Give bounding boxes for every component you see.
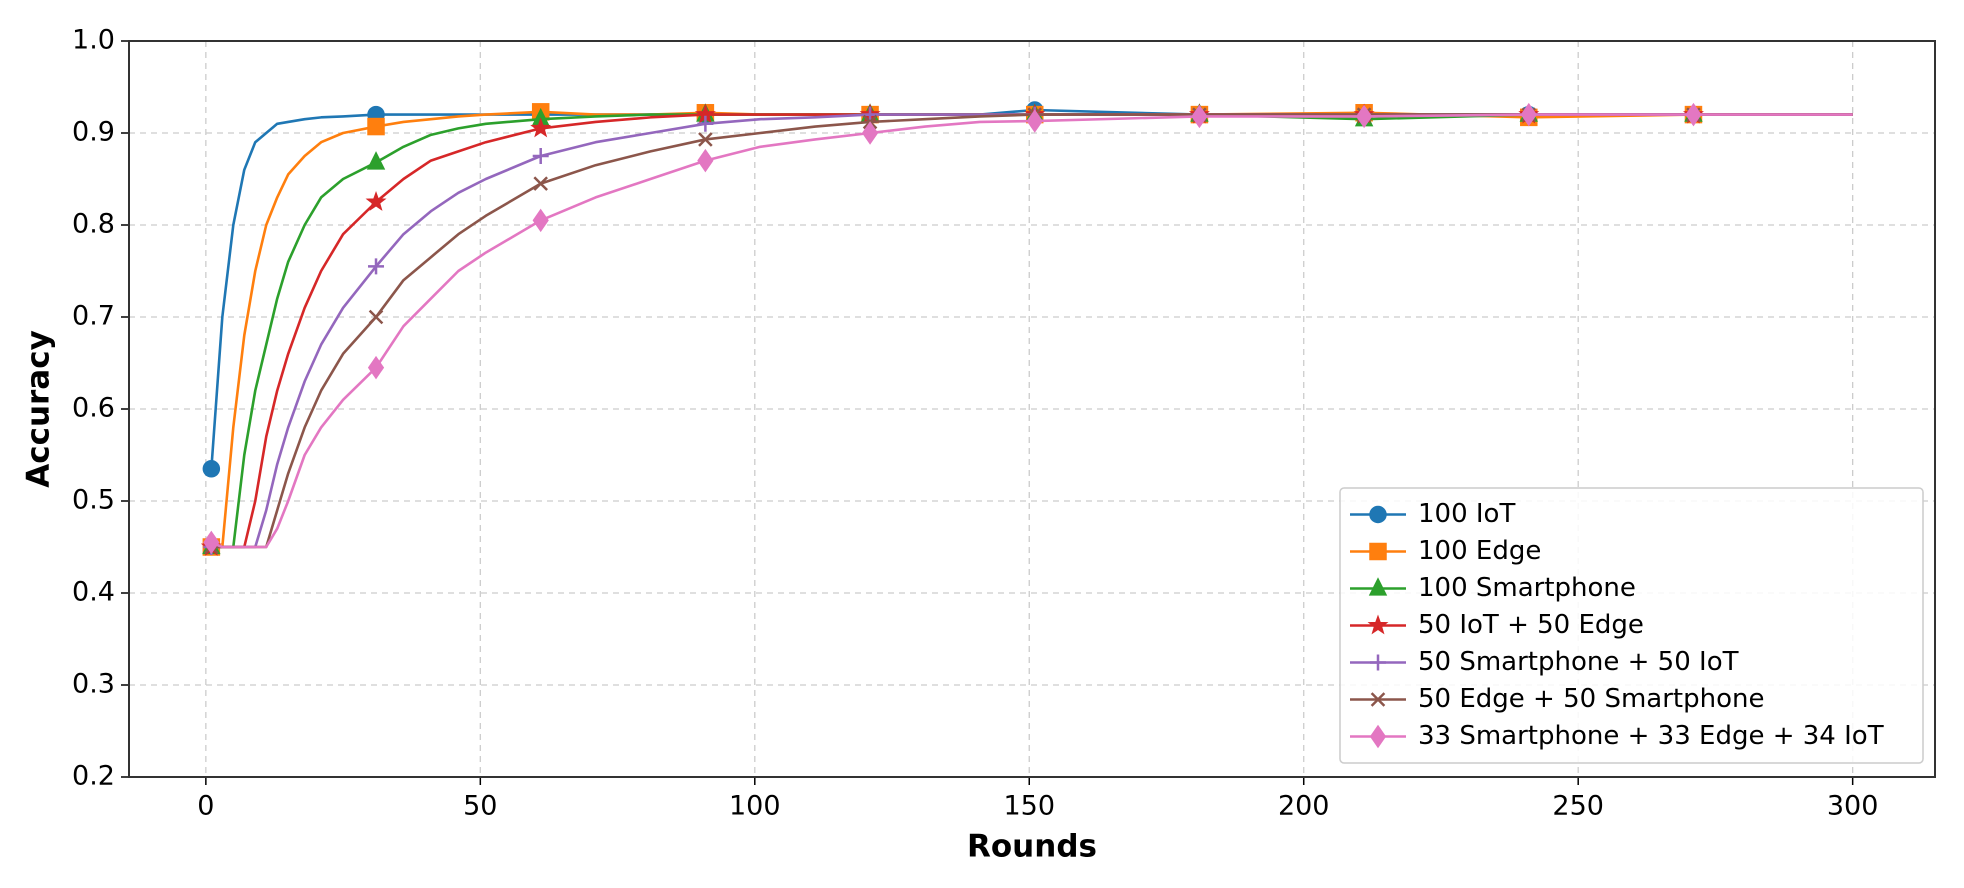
- legend-marker: [1369, 505, 1387, 524]
- marker: [202, 460, 221, 478]
- legend: 100 IoT 100 Edge 100 Smartphone 50 IoT + 50…: [1339, 487, 1924, 764]
- marker: [1685, 102, 1702, 127]
- x-tick-label: 150: [1003, 791, 1055, 822]
- series-line: [211, 113, 1853, 549]
- x-axis-label: Rounds: [967, 829, 1097, 865]
- y-tick-label: 0.5: [72, 485, 115, 516]
- y-tick-label: 0.3: [72, 669, 115, 700]
- y-tick-label: 0.2: [72, 761, 115, 792]
- plot-frame: [128, 40, 1936, 778]
- series-line: [211, 110, 1853, 549]
- series-line: [211, 113, 1853, 549]
- legend-text: 50 Smartphone + 50 IoT: [1418, 647, 1739, 677]
- marker: [367, 117, 385, 136]
- marker: [861, 121, 879, 145]
- legend-text: 100 IoT: [1418, 499, 1515, 529]
- x-tick-label: 50: [463, 791, 497, 822]
- marker: [1191, 104, 1208, 129]
- marker: [697, 115, 714, 132]
- y-tick-label: 0.8: [72, 209, 115, 240]
- legend-text: 100 Smartphone: [1418, 573, 1636, 603]
- legend-box: [1339, 487, 1924, 764]
- x-tick-label: 0: [197, 791, 214, 822]
- legend-text: 50 IoT + 50 Edge: [1418, 610, 1644, 640]
- x-tick-label: 250: [1552, 791, 1604, 822]
- marker: [698, 132, 713, 147]
- marker: [533, 176, 548, 191]
- y-axis-label: Accuracy: [21, 330, 57, 488]
- y-tick-label: 0.9: [72, 117, 115, 148]
- x-tick-label: 100: [729, 791, 781, 822]
- series-line: [211, 113, 1853, 549]
- legend-text: 100 Edge: [1418, 536, 1541, 566]
- legend-marker: [1370, 692, 1386, 707]
- marker: [365, 190, 387, 211]
- legend-marker: [1369, 542, 1387, 561]
- y-tick-label: 1.0: [72, 25, 115, 56]
- marker: [532, 148, 549, 164]
- marker: [1520, 102, 1537, 127]
- y-tick-label: 0.6: [72, 393, 115, 424]
- marker: [530, 117, 552, 138]
- series-line: [211, 113, 1853, 549]
- series-line: [210, 113, 1853, 549]
- legend-marker: [1368, 577, 1388, 596]
- marker: [368, 258, 385, 275]
- marker: [366, 151, 386, 170]
- legend-marker: [1367, 614, 1389, 635]
- marker: [1026, 109, 1043, 133]
- legend-text: 50 Edge + 50 Smartphone: [1418, 684, 1764, 714]
- marker: [1355, 104, 1373, 129]
- x-tick-label: 300: [1827, 791, 1879, 822]
- legend-marker: [1369, 724, 1387, 749]
- marker: [367, 355, 385, 380]
- legend-marker: [1370, 654, 1386, 671]
- marker: [203, 530, 220, 555]
- y-tick-label: 0.7: [72, 301, 115, 332]
- marker: [697, 148, 714, 173]
- marker: [532, 208, 549, 233]
- series-line: [210, 108, 1853, 469]
- legend-text: 33 Smartphone + 33 Edge + 34 IoT: [1418, 721, 1884, 751]
- marker: [368, 309, 384, 325]
- marker: [862, 106, 879, 123]
- x-tick-label: 200: [1278, 791, 1330, 822]
- y-tick-label: 0.4: [72, 577, 115, 608]
